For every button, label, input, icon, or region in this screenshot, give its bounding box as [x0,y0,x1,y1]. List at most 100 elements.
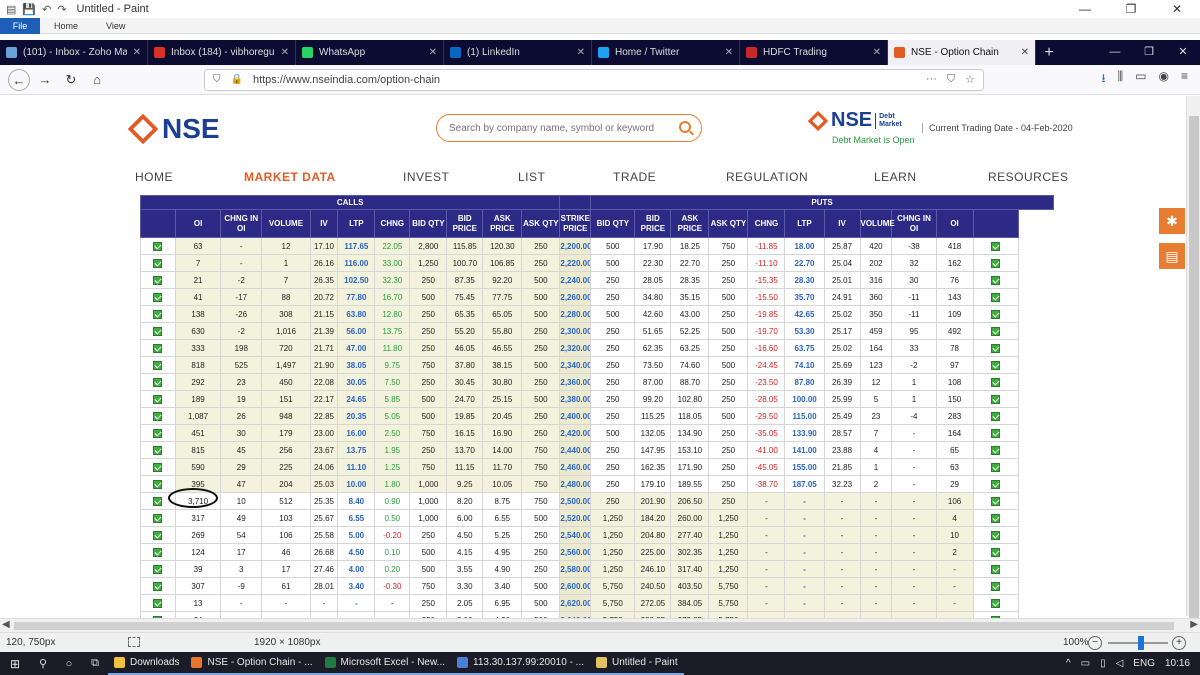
minimize-icon[interactable]: — [1109,46,1121,58]
chart-icon[interactable] [153,360,163,370]
table-cell[interactable]: 2,420.00 [559,424,592,442]
taskbar-app[interactable]: 113.30.137.99:20010 - ... [451,652,591,675]
table-cell[interactable]: 74.10 [784,356,825,374]
table-cell[interactable]: 22.70 [784,254,825,272]
table-cell[interactable]: 20.35 [337,407,376,425]
chart-icon[interactable] [991,309,1001,319]
network-icon[interactable]: ▭ [1080,658,1091,669]
library-icon[interactable]: ⫼ [1117,69,1124,83]
chart-cell[interactable] [140,390,176,408]
table-cell[interactable]: - [784,526,825,544]
tab-close-icon[interactable]: ✕ [280,47,289,58]
chart-icon[interactable] [991,360,1001,370]
table-cell[interactable]: 2,380.00 [559,390,592,408]
chart-cell[interactable] [140,271,176,289]
table-cell[interactable]: 4.50 [337,543,376,561]
taskbar-app[interactable]: Microsoft Excel - New... [318,652,451,675]
chart-cell[interactable] [972,526,1019,544]
table-cell[interactable]: 2,280.00 [559,305,592,323]
table-cell[interactable]: 187.05 [784,475,825,493]
chart-cell[interactable] [972,594,1019,612]
chart-cell[interactable] [972,339,1019,357]
chart-icon[interactable] [153,513,163,523]
chart-icon[interactable] [991,411,1001,421]
table-cell[interactable]: - [784,543,825,561]
chart-cell[interactable] [972,611,1019,620]
chart-icon[interactable] [153,309,163,319]
table-cell[interactable]: 56.00 [337,322,376,340]
pocket-icon[interactable]: ⛉ [946,73,956,85]
table-cell[interactable]: 38.05 [337,356,376,374]
save-icon[interactable]: 💾 [22,3,37,16]
chart-icon[interactable] [153,564,163,574]
undo-icon[interactable]: ↶ [42,3,52,16]
table-cell[interactable]: 2,520.00 [559,509,592,527]
table-cell[interactable]: 2,580.00 [559,560,592,578]
chart-cell[interactable] [972,407,1019,425]
notes-icon[interactable]: ▤ [1159,243,1185,269]
chart-cell[interactable] [140,594,176,612]
table-cell[interactable]: 24.65 [337,390,376,408]
scroll-left-icon[interactable]: ◀ [2,619,10,630]
chart-icon[interactable] [153,258,163,268]
table-cell[interactable]: 2,320.00 [559,339,592,357]
menu-icon[interactable]: ≡ [1180,69,1188,83]
chart-icon[interactable] [153,581,163,591]
table-cell[interactable]: 87.80 [784,373,825,391]
chart-cell[interactable] [140,509,176,527]
chart-cell[interactable] [140,254,176,272]
chart-cell[interactable] [972,458,1019,476]
table-cell[interactable]: 2,480.00 [559,475,592,493]
chart-icon[interactable] [991,615,1001,620]
chart-icon[interactable] [991,292,1001,302]
chart-cell[interactable] [140,492,176,510]
chart-icon[interactable] [991,581,1001,591]
ime-icon[interactable]: ENG [1133,658,1155,669]
chart-cell[interactable] [140,407,176,425]
table-cell[interactable]: 2,460.00 [559,458,592,476]
chart-cell[interactable] [140,237,176,255]
chart-cell[interactable] [140,288,176,306]
chart-cell[interactable] [140,339,176,357]
table-cell[interactable]: 2,620.00 [559,594,592,612]
chart-cell[interactable] [140,543,176,561]
chart-icon[interactable] [991,564,1001,574]
account-icon[interactable]: ◉ [1158,69,1169,83]
taskbar-app[interactable]: Downloads [108,652,186,675]
chart-icon[interactable] [153,615,163,620]
table-cell[interactable]: 35.70 [784,288,825,306]
table-cell[interactable]: 4.00 [337,560,376,578]
reload-icon[interactable]: ↻ [65,71,77,87]
table-cell[interactable]: - [784,492,825,510]
table-cell[interactable]: 2,360.00 [559,373,592,391]
table-cell[interactable]: 100.00 [784,390,825,408]
taskbar-app[interactable]: Untitled - Paint [590,652,684,675]
maximize-icon[interactable]: ❐ [1125,2,1137,16]
menu-view[interactable]: View [106,20,126,31]
close-icon[interactable]: ✕ [1171,2,1183,16]
chart-icon[interactable] [991,428,1001,438]
browser-tab[interactable]: Inbox (184) - vibhoregu ✕ [148,40,296,65]
table-cell[interactable]: 115.00 [784,407,825,425]
table-cell[interactable]: - [337,611,376,620]
chart-icon[interactable] [153,462,163,472]
tab-close-icon[interactable]: ✕ [1020,47,1029,58]
table-cell[interactable]: 117.65 [337,237,376,255]
chart-cell[interactable] [972,322,1019,340]
table-cell[interactable]: 30.05 [337,373,376,391]
chart-cell[interactable] [972,577,1019,595]
tray-chevron-icon[interactable]: ^ [1065,658,1071,669]
chart-icon[interactable] [991,479,1001,489]
nav-resources[interactable]: RESOURCES [988,170,1069,184]
chart-cell[interactable] [972,254,1019,272]
chart-cell[interactable] [972,356,1019,374]
chart-icon[interactable] [153,377,163,387]
browser-tab[interactable]: Home / Twitter ✕ [592,40,740,65]
back-icon[interactable]: ← [8,68,30,91]
chart-icon[interactable] [991,496,1001,506]
table-cell[interactable]: 2,500.00 [559,492,592,510]
table-cell[interactable]: - [337,594,376,612]
chart-icon[interactable] [153,479,163,489]
home-icon[interactable]: ⌂ [93,71,101,87]
chart-cell[interactable] [140,475,176,493]
